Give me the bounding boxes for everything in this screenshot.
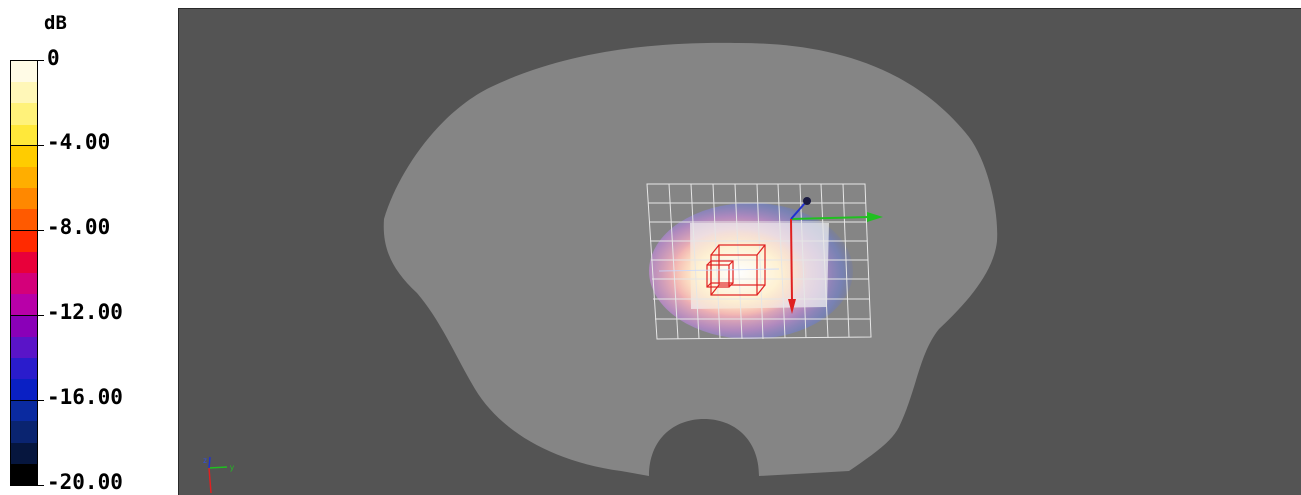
- colorbar-step: [11, 463, 37, 486]
- local-axes-gizmo[interactable]: [788, 197, 883, 314]
- colorbar-step: [11, 124, 37, 146]
- legend-tick-label: 0: [47, 46, 60, 70]
- axis-label-y: y: [230, 463, 234, 472]
- colorbar-step: [11, 442, 37, 464]
- legend-tick-mark: [10, 315, 44, 316]
- legend-tick-label: -4.00: [47, 130, 111, 154]
- legend-tick-label: -12.00: [47, 300, 123, 324]
- phantom-body: [649, 457, 759, 467]
- legend-tick-label: -8.00: [47, 215, 111, 239]
- colorbar-step: [11, 336, 37, 358]
- colorbar-step: [11, 82, 37, 104]
- colorbar-step: [11, 61, 37, 83]
- colorbar: [10, 60, 38, 486]
- colorbar-step: [11, 400, 37, 422]
- colorbar-step: [11, 145, 37, 168]
- legend-tick-label: -20.00: [47, 470, 123, 494]
- colorbar-step: [11, 273, 37, 295]
- colorbar-step: [11, 251, 37, 274]
- color-legend: dB 0 -4.00 -8.00 -12.00 -16.00 -20.00: [0, 0, 178, 495]
- device-wireframe: [706, 244, 766, 296]
- scene-canvas[interactable]: y z: [179, 9, 1301, 495]
- colorbar-step: [11, 379, 37, 401]
- legend-tick-mark: [10, 60, 44, 61]
- colorbar-step: [11, 103, 37, 125]
- 3d-viewport[interactable]: y z: [178, 8, 1301, 495]
- colorbar-step: [11, 357, 37, 380]
- colorbar-step: [11, 188, 37, 210]
- colorbar-step: [11, 315, 37, 337]
- colorbar-step: [11, 230, 37, 252]
- beam-line: [658, 268, 780, 272]
- colorbar-step: [11, 209, 37, 231]
- colorbar-step: [11, 167, 37, 189]
- legend-tick-mark: [10, 230, 44, 231]
- axis-label-z: z: [203, 456, 207, 465]
- legend-unit-label: dB: [44, 12, 67, 34]
- legend-tick-mark: [10, 400, 44, 401]
- colorbar-step: [11, 294, 37, 316]
- colorbar-step: [11, 421, 37, 443]
- legend-tick-mark: [10, 145, 44, 146]
- legend-tick-mark: [10, 485, 44, 486]
- world-axis-triad: y z: [203, 456, 234, 494]
- legend-tick-label: -16.00: [47, 385, 123, 409]
